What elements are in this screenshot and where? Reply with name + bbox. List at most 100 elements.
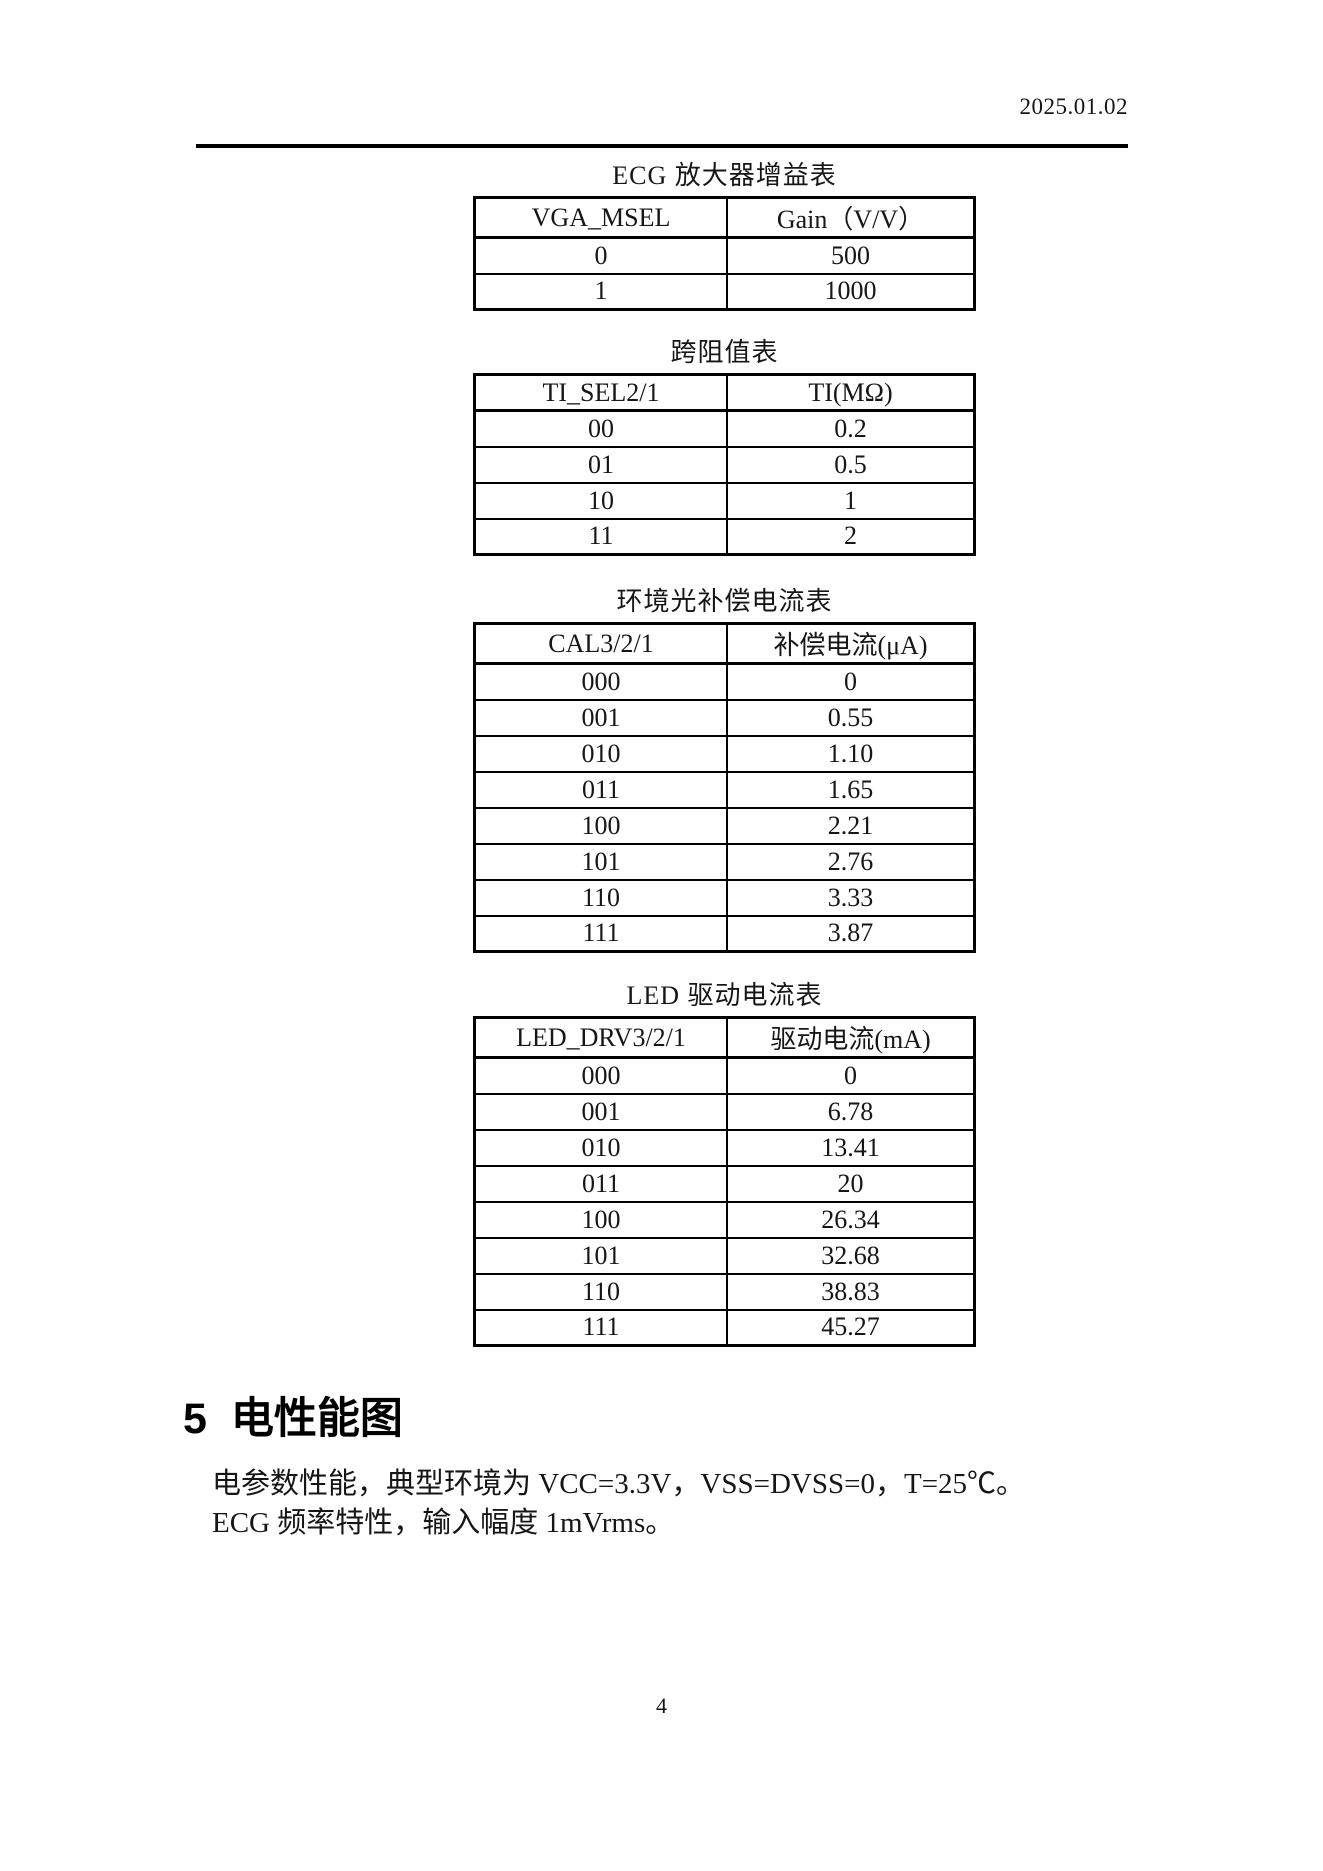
table-header-row: LED_DRV3/2/1 驱动电流(mA) bbox=[473, 1016, 976, 1059]
table-row: 110 3.33 bbox=[473, 878, 976, 917]
table-row: 001 6.78 bbox=[473, 1092, 976, 1131]
section-title: 电性能图 bbox=[230, 1395, 403, 1443]
table-cell: 38.83 bbox=[726, 1272, 976, 1311]
table-header-cell: CAL3/2/1 bbox=[473, 622, 728, 665]
table-cell: 32.68 bbox=[726, 1236, 976, 1275]
table-title-ambient-light: 环境光补偿电流表 bbox=[616, 587, 833, 616]
table-cell: 00 bbox=[473, 409, 728, 448]
document-date: 2025.01.02 bbox=[1019, 94, 1128, 119]
table-cell: 111 bbox=[473, 914, 728, 953]
table-row: 0 500 bbox=[473, 236, 976, 275]
body-paragraph: 电参数性能，典型环境为 VCC=3.3V，VSS=DVSS=0，T=25℃。 E… bbox=[212, 1465, 1025, 1543]
table-cell: 101 bbox=[473, 1236, 728, 1275]
table-row: 1 1000 bbox=[473, 272, 976, 311]
table-cell: 010 bbox=[473, 1128, 728, 1167]
table-row: 111 3.87 bbox=[473, 914, 976, 953]
table-row: 110 38.83 bbox=[473, 1272, 976, 1311]
table-header-cell: VGA_MSEL bbox=[473, 196, 728, 239]
table-header-row: TI_SEL2/1 TI(MΩ) bbox=[473, 373, 976, 412]
table-cell: 0.2 bbox=[726, 409, 976, 448]
table-cell: 01 bbox=[473, 445, 728, 484]
table-cell: 110 bbox=[473, 1272, 728, 1311]
table-cell: 100 bbox=[473, 806, 728, 845]
table-cell: 1.65 bbox=[726, 770, 976, 809]
table-row: 010 13.41 bbox=[473, 1128, 976, 1167]
table-cell: 1 bbox=[726, 481, 976, 520]
table-cell: 1 bbox=[473, 272, 728, 311]
table-title-ecg-gain: ECG 放大器增益表 bbox=[612, 161, 837, 190]
table-row: 000 0 bbox=[473, 662, 976, 701]
table-row: 100 2.21 bbox=[473, 806, 976, 845]
table-cell: 1.10 bbox=[726, 734, 976, 773]
table-cell: 0 bbox=[726, 1056, 976, 1095]
table-section-led-drive-current: LED 驱动电流表 LED_DRV3/2/1 驱动电流(mA) 000 0 001 6… bbox=[473, 982, 976, 1347]
table-cell: 100 bbox=[473, 1200, 728, 1239]
table-cell: 101 bbox=[473, 842, 728, 881]
table-cell: 3.87 bbox=[726, 914, 976, 953]
table-cell: 2.21 bbox=[726, 806, 976, 845]
table-row: 011 20 bbox=[473, 1164, 976, 1203]
table-header-cell: LED_DRV3/2/1 bbox=[473, 1016, 728, 1059]
table-title-transimpedance: 跨阻值表 bbox=[670, 338, 779, 367]
table-section-transimpedance: 跨阻值表 TI_SEL2/1 TI(MΩ) 00 0.2 01 0.5 10 1 11 2 bbox=[473, 339, 976, 556]
table-cell: 20 bbox=[726, 1164, 976, 1203]
table-cell: 6.78 bbox=[726, 1092, 976, 1131]
table-cell: 11 bbox=[473, 517, 728, 556]
table-cell: 011 bbox=[473, 1164, 728, 1203]
table-cell: 500 bbox=[726, 236, 976, 275]
table-cell: 0.55 bbox=[726, 698, 976, 737]
table-cell: 010 bbox=[473, 734, 728, 773]
section-heading: 5 电性能图 bbox=[183, 1394, 403, 1444]
table-header-cell: 驱动电流(mA) bbox=[726, 1016, 976, 1059]
table-row: 01 0.5 bbox=[473, 445, 976, 484]
table-cell: 0 bbox=[473, 236, 728, 275]
table-cell: 45.27 bbox=[726, 1308, 976, 1347]
table-cell: 011 bbox=[473, 770, 728, 809]
table-header-row: CAL3/2/1 补偿电流(μA) bbox=[473, 622, 976, 665]
table-cell: 110 bbox=[473, 878, 728, 917]
table-header-row: VGA_MSEL Gain（V/V） bbox=[473, 196, 976, 239]
page-number: 4 bbox=[656, 1693, 667, 1718]
table-cell: 2 bbox=[726, 517, 976, 556]
transimpedance-table: TI_SEL2/1 TI(MΩ) 00 0.2 01 0.5 10 1 11 2 bbox=[473, 373, 976, 556]
table-cell: 26.34 bbox=[726, 1200, 976, 1239]
header-divider-rule bbox=[196, 144, 1128, 148]
table-row: 101 2.76 bbox=[473, 842, 976, 881]
table-cell: 000 bbox=[473, 662, 728, 701]
table-title-led-drive: LED 驱动电流表 bbox=[626, 981, 823, 1010]
table-cell: 1000 bbox=[726, 272, 976, 311]
table-row: 11 2 bbox=[473, 517, 976, 556]
table-row: 001 0.55 bbox=[473, 698, 976, 737]
ecg-gain-table: VGA_MSEL Gain（V/V） 0 500 1 1000 bbox=[473, 196, 976, 311]
table-row: 011 1.65 bbox=[473, 770, 976, 809]
led-drive-current-table: LED_DRV3/2/1 驱动电流(mA) 000 0 001 6.78 010 13.4… bbox=[473, 1016, 976, 1347]
table-cell: 10 bbox=[473, 481, 728, 520]
table-header-cell: TI_SEL2/1 bbox=[473, 373, 728, 412]
paragraph-line: 电参数性能，典型环境为 VCC=3.3V，VSS=DVSS=0，T=25℃。 bbox=[212, 1468, 1026, 1500]
table-cell: 001 bbox=[473, 698, 728, 737]
table-cell: 0.5 bbox=[726, 445, 976, 484]
table-section-ambient-light-compensation: 环境光补偿电流表 CAL3/2/1 补偿电流(μA) 000 0 001 0.55 01… bbox=[473, 588, 976, 953]
table-section-ecg-gain: ECG 放大器增益表 VGA_MSEL Gain（V/V） 0 500 1 1000 bbox=[473, 162, 976, 311]
table-header-cell: 补偿电流(μA) bbox=[726, 622, 976, 665]
table-header-cell: TI(MΩ) bbox=[726, 373, 976, 412]
table-row: 111 45.27 bbox=[473, 1308, 976, 1347]
table-cell: 111 bbox=[473, 1308, 728, 1347]
table-row: 101 32.68 bbox=[473, 1236, 976, 1275]
table-row: 10 1 bbox=[473, 481, 976, 520]
ambient-light-compensation-table: CAL3/2/1 补偿电流(μA) 000 0 001 0.55 010 1.10 011 1… bbox=[473, 622, 976, 953]
table-cell: 000 bbox=[473, 1056, 728, 1095]
table-cell: 001 bbox=[473, 1092, 728, 1131]
table-row: 00 0.2 bbox=[473, 409, 976, 448]
table-cell: 13.41 bbox=[726, 1128, 976, 1167]
table-header-cell: Gain（V/V） bbox=[726, 196, 976, 239]
section-number: 5 bbox=[183, 1395, 207, 1443]
table-cell: 2.76 bbox=[726, 842, 976, 881]
paragraph-line: ECG 频率特性，输入幅度 1mVrms。 bbox=[212, 1507, 675, 1539]
table-row: 000 0 bbox=[473, 1056, 976, 1095]
table-row: 100 26.34 bbox=[473, 1200, 976, 1239]
table-cell: 3.33 bbox=[726, 878, 976, 917]
table-cell: 0 bbox=[726, 662, 976, 701]
table-row: 010 1.10 bbox=[473, 734, 976, 773]
